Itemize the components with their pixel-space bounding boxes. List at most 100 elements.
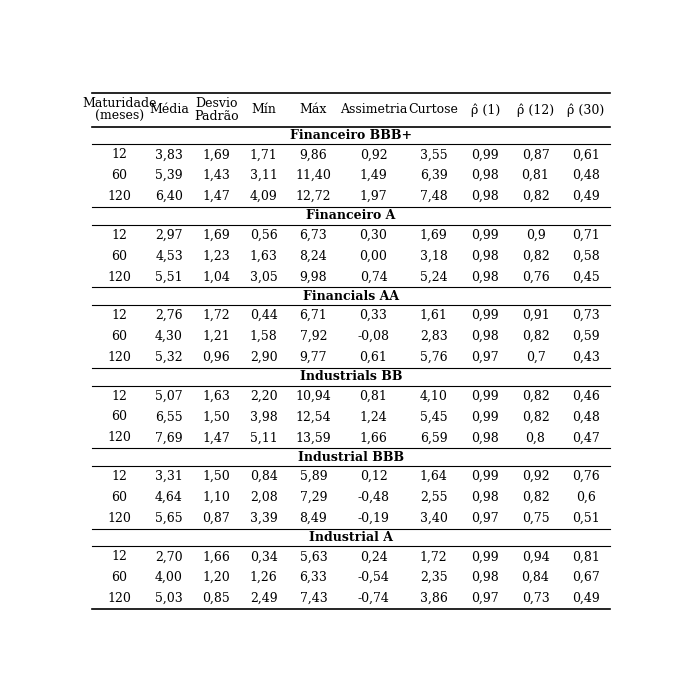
Text: 5,07: 5,07 <box>155 389 183 402</box>
Text: 0,99: 0,99 <box>471 148 499 161</box>
Text: 0,34: 0,34 <box>250 551 277 564</box>
Text: (meses): (meses) <box>95 110 144 123</box>
Text: 4,53: 4,53 <box>155 249 183 263</box>
Text: 0,99: 0,99 <box>471 309 499 322</box>
Text: 6,59: 6,59 <box>420 431 447 444</box>
Text: 1,49: 1,49 <box>360 169 388 183</box>
Text: 1,58: 1,58 <box>250 330 277 343</box>
Text: 0,76: 0,76 <box>572 470 600 483</box>
Text: Maturidade: Maturidade <box>82 97 157 110</box>
Text: 2,76: 2,76 <box>155 309 183 322</box>
Text: ρ̂ (1): ρ̂ (1) <box>471 103 500 116</box>
Text: 0,71: 0,71 <box>572 229 600 242</box>
Text: 0,43: 0,43 <box>572 351 600 364</box>
Text: 0,81: 0,81 <box>360 389 388 402</box>
Text: 0,99: 0,99 <box>471 229 499 242</box>
Text: 0,97: 0,97 <box>471 351 499 364</box>
Text: 0,30: 0,30 <box>360 229 388 242</box>
Text: 5,11: 5,11 <box>250 431 277 444</box>
Text: 2,49: 2,49 <box>250 592 277 605</box>
Text: 0,48: 0,48 <box>572 411 600 424</box>
Text: 1,97: 1,97 <box>360 190 387 203</box>
Text: 60: 60 <box>111 249 127 263</box>
Text: 0,59: 0,59 <box>572 330 599 343</box>
Text: 12: 12 <box>112 309 127 322</box>
Text: 3,31: 3,31 <box>155 470 183 483</box>
Text: ρ̂ (30): ρ̂ (30) <box>567 103 604 116</box>
Text: 0,84: 0,84 <box>521 571 549 584</box>
Text: 0,92: 0,92 <box>522 470 549 483</box>
Text: Assimetria: Assimetria <box>340 103 407 116</box>
Text: 6,40: 6,40 <box>155 190 183 203</box>
Text: 1,10: 1,10 <box>203 491 230 504</box>
Text: 12: 12 <box>112 229 127 242</box>
Text: 0,97: 0,97 <box>471 592 499 605</box>
Text: 0,9: 0,9 <box>525 229 545 242</box>
Text: 1,43: 1,43 <box>203 169 230 183</box>
Text: 7,48: 7,48 <box>420 190 447 203</box>
Text: 1,69: 1,69 <box>203 148 230 161</box>
Text: 5,24: 5,24 <box>420 271 447 283</box>
Text: 0,73: 0,73 <box>522 592 549 605</box>
Text: 3,83: 3,83 <box>155 148 183 161</box>
Text: 5,32: 5,32 <box>155 351 183 364</box>
Text: 0,98: 0,98 <box>471 271 499 283</box>
Text: 0,85: 0,85 <box>203 592 230 605</box>
Text: 1,04: 1,04 <box>203 271 230 283</box>
Text: 0,98: 0,98 <box>471 249 499 263</box>
Text: 0,92: 0,92 <box>360 148 387 161</box>
Text: Desvio: Desvio <box>195 97 238 110</box>
Text: -0,08: -0,08 <box>358 330 390 343</box>
Text: 0,82: 0,82 <box>522 389 549 402</box>
Text: 0,96: 0,96 <box>203 351 230 364</box>
Text: 0,84: 0,84 <box>250 470 277 483</box>
Text: 4,00: 4,00 <box>155 571 183 584</box>
Text: 0,61: 0,61 <box>360 351 388 364</box>
Text: 0,75: 0,75 <box>522 512 549 524</box>
Text: 60: 60 <box>111 491 127 504</box>
Text: 9,86: 9,86 <box>299 148 327 161</box>
Text: 120: 120 <box>108 271 132 283</box>
Text: 0,99: 0,99 <box>471 411 499 424</box>
Text: 0,97: 0,97 <box>471 512 499 524</box>
Text: 4,09: 4,09 <box>250 190 277 203</box>
Text: 9,98: 9,98 <box>299 271 327 283</box>
Text: 0,82: 0,82 <box>522 249 549 263</box>
Text: 7,69: 7,69 <box>155 431 183 444</box>
Text: 12: 12 <box>112 148 127 161</box>
Text: 0,94: 0,94 <box>522 551 549 564</box>
Text: 60: 60 <box>111 169 127 183</box>
Text: 6,33: 6,33 <box>299 571 327 584</box>
Text: Financeiro BBB+: Financeiro BBB+ <box>290 129 412 142</box>
Text: 2,08: 2,08 <box>250 491 277 504</box>
Text: 6,73: 6,73 <box>299 229 327 242</box>
Text: 0,47: 0,47 <box>572 431 600 444</box>
Text: 1,50: 1,50 <box>203 470 230 483</box>
Text: 1,71: 1,71 <box>250 148 277 161</box>
Text: Industrial A: Industrial A <box>309 531 393 544</box>
Text: 0,82: 0,82 <box>522 491 549 504</box>
Text: 0,98: 0,98 <box>471 330 499 343</box>
Text: 12: 12 <box>112 551 127 564</box>
Text: 12,54: 12,54 <box>296 411 332 424</box>
Text: 5,45: 5,45 <box>420 411 447 424</box>
Text: 7,29: 7,29 <box>300 491 327 504</box>
Text: 2,97: 2,97 <box>155 229 183 242</box>
Text: 5,51: 5,51 <box>155 271 183 283</box>
Text: Financials AA: Financials AA <box>303 290 399 303</box>
Text: 0,98: 0,98 <box>471 169 499 183</box>
Text: 0,45: 0,45 <box>572 271 600 283</box>
Text: 4,30: 4,30 <box>155 330 183 343</box>
Text: 0,81: 0,81 <box>521 169 549 183</box>
Text: 3,39: 3,39 <box>250 512 277 524</box>
Text: 3,05: 3,05 <box>250 271 277 283</box>
Text: ρ̂ (12): ρ̂ (12) <box>517 103 554 116</box>
Text: 8,24: 8,24 <box>299 249 327 263</box>
Text: 4,10: 4,10 <box>420 389 447 402</box>
Text: 0,12: 0,12 <box>360 470 388 483</box>
Text: 0,87: 0,87 <box>522 148 549 161</box>
Text: 120: 120 <box>108 512 132 524</box>
Text: 1,72: 1,72 <box>203 309 230 322</box>
Text: -0,19: -0,19 <box>358 512 390 524</box>
Text: 120: 120 <box>108 351 132 364</box>
